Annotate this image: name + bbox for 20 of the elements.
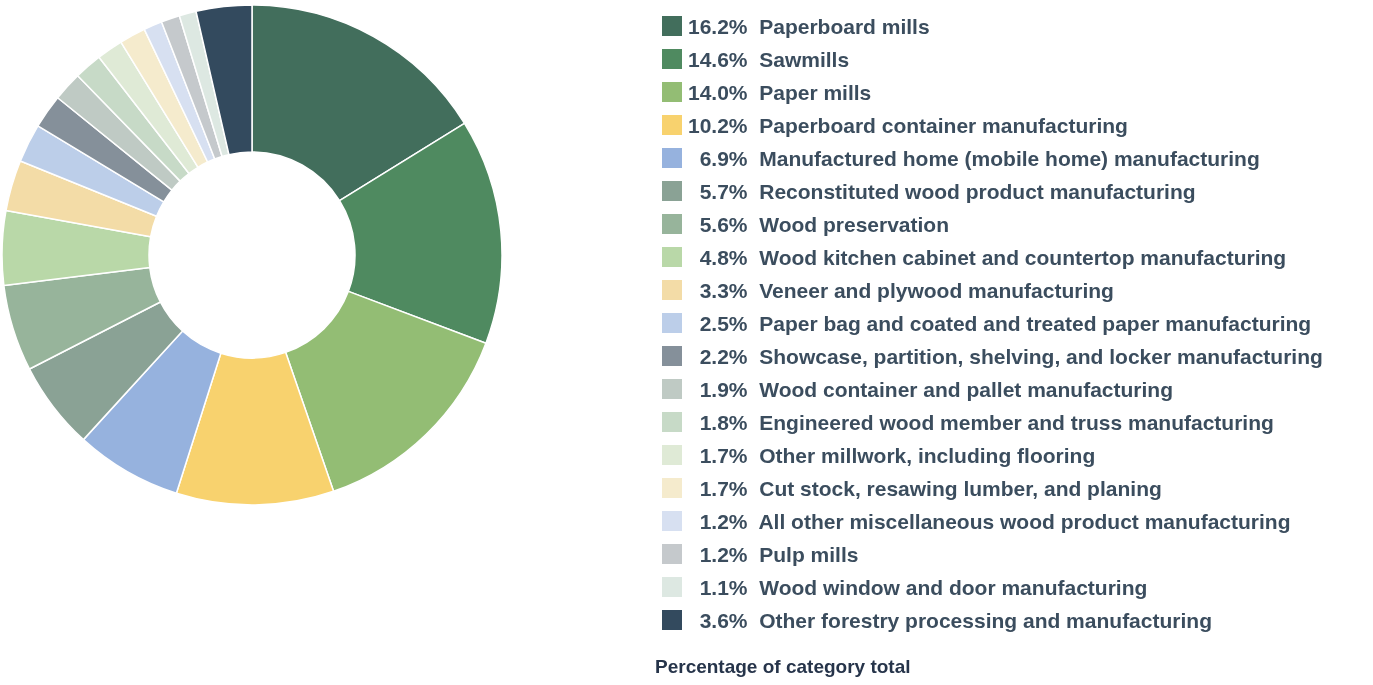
text: Percentage of category total bbox=[655, 656, 911, 677]
legend-label: 1.2% Pulp mills bbox=[688, 542, 859, 566]
legend-label: 4.8% Wood kitchen cabinet and countertop manufacturing bbox=[688, 245, 1287, 269]
legend-label: 5.7% Reconstituted wood product manufacturing bbox=[688, 179, 1196, 203]
legend-label: 14.0% Paper mills bbox=[688, 80, 872, 104]
legend-label: 1.7% Other millwork, including flooring bbox=[688, 443, 1096, 467]
legend-label: 1.2% All other miscellaneous wood product manufacturing bbox=[688, 509, 1291, 533]
legend-label: 3.6% Other forestry processing and manufacturing bbox=[688, 608, 1212, 632]
legend-label: 2.5% Paper bag and coated and treated paper manufacturing bbox=[688, 311, 1312, 335]
legend-label: 1.1% Wood window and door manufacturing bbox=[688, 575, 1148, 599]
legend-label: 2.2% Showcase, partition, shelving, and locker manufacturing bbox=[688, 344, 1323, 368]
legend-label: 10.2% Paperboard container manufacturing bbox=[688, 113, 1128, 137]
legend-label: 1.9% Wood container and pallet manufacturing bbox=[688, 377, 1174, 401]
legend-label: 14.6% Sawmills bbox=[688, 47, 850, 71]
legend-label: 16.2% Paperboard mills bbox=[688, 14, 930, 38]
legend-label: 5.6% Wood preservation bbox=[688, 212, 950, 236]
legend-label: 6.9% Manufactured home (mobile home) manufacturing bbox=[688, 146, 1260, 170]
legend-label: 1.7% Cut stock, resawing lumber, and planing bbox=[688, 476, 1162, 500]
legend-label: 3.3% Veneer and plywood manufacturing bbox=[688, 278, 1114, 302]
legend-label: 1.8% Engineered wood member and truss manufacturing bbox=[688, 410, 1274, 434]
